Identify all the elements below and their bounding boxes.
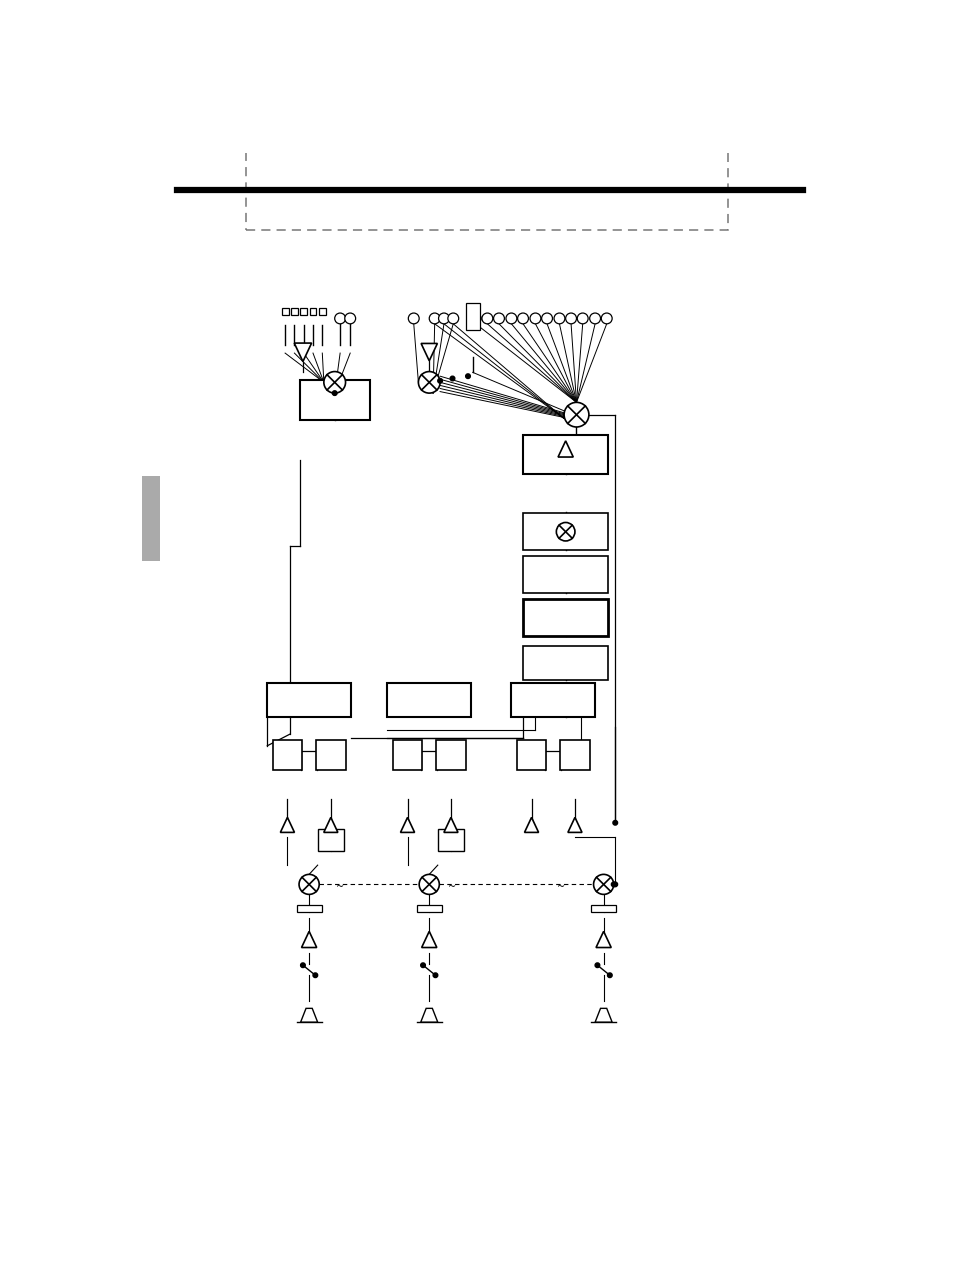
Bar — [317, 829, 344, 851]
Circle shape — [438, 313, 449, 324]
Polygon shape — [524, 818, 538, 832]
Circle shape — [556, 522, 575, 541]
Circle shape — [611, 882, 616, 887]
Circle shape — [450, 376, 455, 381]
Bar — [522, 600, 608, 637]
Circle shape — [420, 963, 425, 967]
Bar — [522, 513, 608, 550]
Bar — [559, 740, 589, 769]
Circle shape — [595, 963, 599, 967]
Circle shape — [470, 313, 480, 324]
Polygon shape — [596, 931, 611, 948]
Circle shape — [323, 372, 345, 394]
Circle shape — [332, 391, 336, 395]
Circle shape — [530, 313, 540, 324]
Bar — [522, 646, 608, 679]
Bar — [393, 740, 422, 769]
Bar — [281, 308, 289, 315]
Bar — [522, 557, 608, 594]
Bar — [591, 905, 616, 912]
Bar — [300, 308, 307, 315]
Polygon shape — [420, 1008, 437, 1022]
Bar — [511, 683, 595, 717]
Circle shape — [607, 973, 612, 977]
Bar — [522, 436, 608, 474]
Polygon shape — [301, 931, 316, 948]
Circle shape — [493, 313, 504, 324]
Circle shape — [300, 963, 305, 967]
Bar — [142, 476, 159, 561]
Polygon shape — [323, 818, 337, 832]
Bar — [315, 740, 345, 769]
Bar — [437, 829, 464, 851]
Text: ~: ~ — [557, 882, 564, 892]
Circle shape — [612, 820, 617, 826]
Polygon shape — [294, 343, 312, 362]
Text: ~: ~ — [335, 882, 344, 892]
Bar — [416, 905, 441, 912]
Circle shape — [541, 313, 552, 324]
Polygon shape — [280, 818, 294, 832]
Bar — [318, 308, 325, 315]
Circle shape — [447, 313, 458, 324]
Circle shape — [505, 313, 517, 324]
Circle shape — [577, 313, 587, 324]
Bar — [299, 380, 369, 420]
Circle shape — [481, 313, 493, 324]
Circle shape — [517, 313, 528, 324]
Circle shape — [554, 313, 564, 324]
Bar — [291, 308, 297, 315]
Circle shape — [344, 313, 355, 324]
Polygon shape — [443, 818, 457, 832]
Circle shape — [418, 372, 439, 394]
Circle shape — [437, 378, 442, 383]
Circle shape — [593, 874, 613, 894]
Bar — [267, 683, 351, 717]
Circle shape — [600, 313, 612, 324]
Polygon shape — [300, 1008, 317, 1022]
Bar — [245, 0, 728, 229]
Bar — [465, 303, 479, 330]
Text: ~: ~ — [448, 882, 456, 892]
Bar — [309, 308, 316, 315]
Polygon shape — [595, 1008, 612, 1022]
Circle shape — [429, 313, 439, 324]
Circle shape — [408, 313, 418, 324]
Bar — [517, 740, 546, 769]
Polygon shape — [420, 344, 436, 361]
Circle shape — [335, 313, 345, 324]
Bar — [387, 683, 471, 717]
Circle shape — [565, 313, 576, 324]
Circle shape — [465, 373, 470, 378]
Circle shape — [418, 874, 439, 894]
Polygon shape — [421, 931, 436, 948]
Circle shape — [298, 874, 319, 894]
Polygon shape — [558, 441, 573, 457]
Circle shape — [589, 313, 599, 324]
Circle shape — [612, 882, 617, 887]
Circle shape — [433, 973, 437, 977]
Bar — [273, 740, 302, 769]
Circle shape — [313, 973, 317, 977]
Bar — [436, 740, 465, 769]
Polygon shape — [400, 818, 415, 832]
Bar — [296, 905, 321, 912]
Polygon shape — [567, 818, 581, 832]
Circle shape — [563, 403, 588, 427]
